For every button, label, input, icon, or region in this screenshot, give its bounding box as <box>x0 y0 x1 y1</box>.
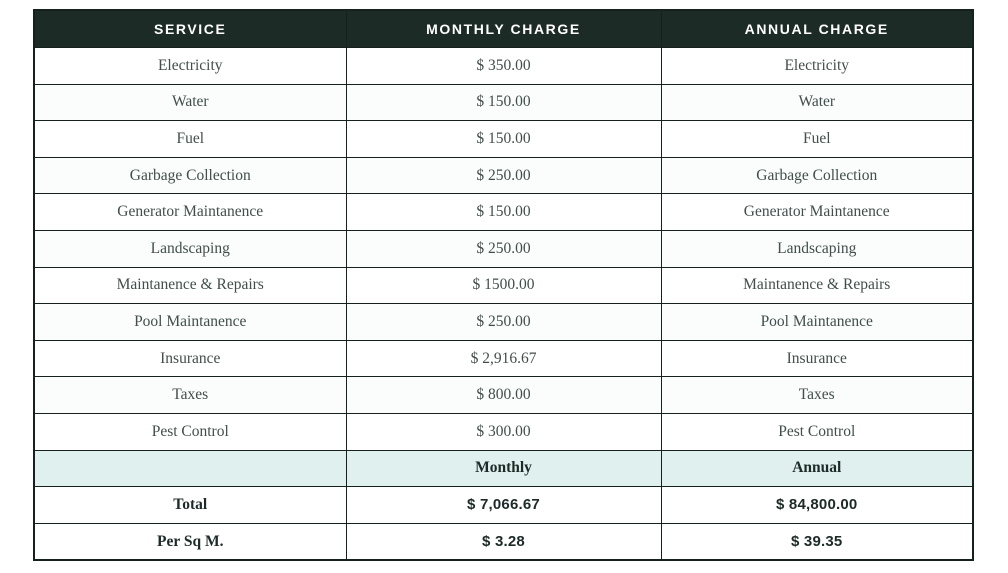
empty-cell <box>33 449 347 488</box>
annual-charge-cell: Electricity <box>660 47 974 85</box>
header-row: SERVICE MONTHLY CHARGE ANNUAL CHARGE <box>33 9 974 48</box>
service-cell: Pool Maintanence <box>33 303 347 341</box>
annual-charge-cell: Pest Control <box>660 412 974 451</box>
annual-charge-cell: Maintanence & Repairs <box>660 266 974 305</box>
period-label-row: Monthly Annual <box>33 449 974 488</box>
monthly-charge-cell: $ 250.00 <box>345 156 662 195</box>
table-row-taxes: Taxes $ 800.00 Taxes <box>33 376 974 414</box>
annual-charge-cell: Generator Maintanence <box>660 193 974 231</box>
total-annual-value: $ 84,800.00 <box>660 486 974 524</box>
table-row-pool-maintanence: Pool Maintanence $ 250.00 Pool Maintanen… <box>33 303 974 341</box>
table-row-landscaping: Landscaping $ 250.00 Landscaping <box>33 229 974 268</box>
service-cell: Water <box>33 83 347 122</box>
charges-table-container: SERVICE MONTHLY CHARGE ANNUAL CHARGE Ele… <box>33 9 974 562</box>
monthly-charge-cell: $ 150.00 <box>345 120 662 158</box>
monthly-charge-cell: $ 800.00 <box>345 376 662 414</box>
per-sq-m-row: Per Sq M. $ 3.28 $ 39.35 <box>33 522 974 561</box>
service-cell: Maintanence & Repairs <box>33 266 347 305</box>
monthly-charge-cell: $ 300.00 <box>345 412 662 451</box>
table-row-insurance: Insurance $ 2,916.67 Insurance <box>33 339 974 378</box>
annual-charge-cell: Water <box>660 83 974 122</box>
service-cell: Fuel <box>33 120 347 158</box>
monthly-charge-cell: $ 350.00 <box>345 47 662 85</box>
column-header-service: SERVICE <box>33 9 347 48</box>
annual-charge-cell: Insurance <box>660 339 974 378</box>
table-row-water: Water $ 150.00 Water <box>33 83 974 122</box>
per-sq-m-label: Per Sq M. <box>33 522 347 561</box>
monthly-period-label: Monthly <box>345 449 662 488</box>
charges-table: SERVICE MONTHLY CHARGE ANNUAL CHARGE Ele… <box>33 9 974 562</box>
per-sq-m-annual-value: $ 39.35 <box>660 522 974 561</box>
annual-charge-cell: Taxes <box>660 376 974 414</box>
table-row-pest-control: Pest Control $ 300.00 Pest Control <box>33 412 974 451</box>
monthly-charge-cell: $ 250.00 <box>345 229 662 268</box>
service-cell: Pest Control <box>33 412 347 451</box>
table-row-fuel: Fuel $ 150.00 Fuel <box>33 120 974 158</box>
annual-charge-cell: Pool Maintanence <box>660 303 974 341</box>
table-header: SERVICE MONTHLY CHARGE ANNUAL CHARGE <box>33 9 974 48</box>
table-row-maintanence-repairs: Maintanence & Repairs $ 1500.00 Maintane… <box>33 266 974 305</box>
monthly-charge-cell: $ 1500.00 <box>345 266 662 305</box>
total-row: Total $ 7,066.67 $ 84,800.00 <box>33 486 974 524</box>
monthly-charge-cell: $ 150.00 <box>345 193 662 231</box>
column-header-annual-charge: ANNUAL CHARGE <box>660 9 974 48</box>
table-row-electricity: Electricity $ 350.00 Electricity <box>33 47 974 85</box>
monthly-charge-cell: $ 2,916.67 <box>345 339 662 378</box>
service-cell: Landscaping <box>33 229 347 268</box>
annual-charge-cell: Fuel <box>660 120 974 158</box>
table-body: Electricity $ 350.00 Electricity Water $… <box>33 47 974 561</box>
total-monthly-value: $ 7,066.67 <box>345 486 662 524</box>
annual-charge-cell: Garbage Collection <box>660 156 974 195</box>
annual-period-label: Annual <box>660 449 974 488</box>
service-cell: Taxes <box>33 376 347 414</box>
table-row-generator-maintanence: Generator Maintanence $ 150.00 Generator… <box>33 193 974 231</box>
total-label: Total <box>33 486 347 524</box>
annual-charge-cell: Landscaping <box>660 229 974 268</box>
monthly-charge-cell: $ 250.00 <box>345 303 662 341</box>
service-cell: Garbage Collection <box>33 156 347 195</box>
table-row-garbage-collection: Garbage Collection $ 250.00 Garbage Coll… <box>33 156 974 195</box>
monthly-charge-cell: $ 150.00 <box>345 83 662 122</box>
column-header-monthly-charge: MONTHLY CHARGE <box>345 9 662 48</box>
service-cell: Generator Maintanence <box>33 193 347 231</box>
service-cell: Electricity <box>33 47 347 85</box>
per-sq-m-monthly-value: $ 3.28 <box>345 522 662 561</box>
service-cell: Insurance <box>33 339 347 378</box>
